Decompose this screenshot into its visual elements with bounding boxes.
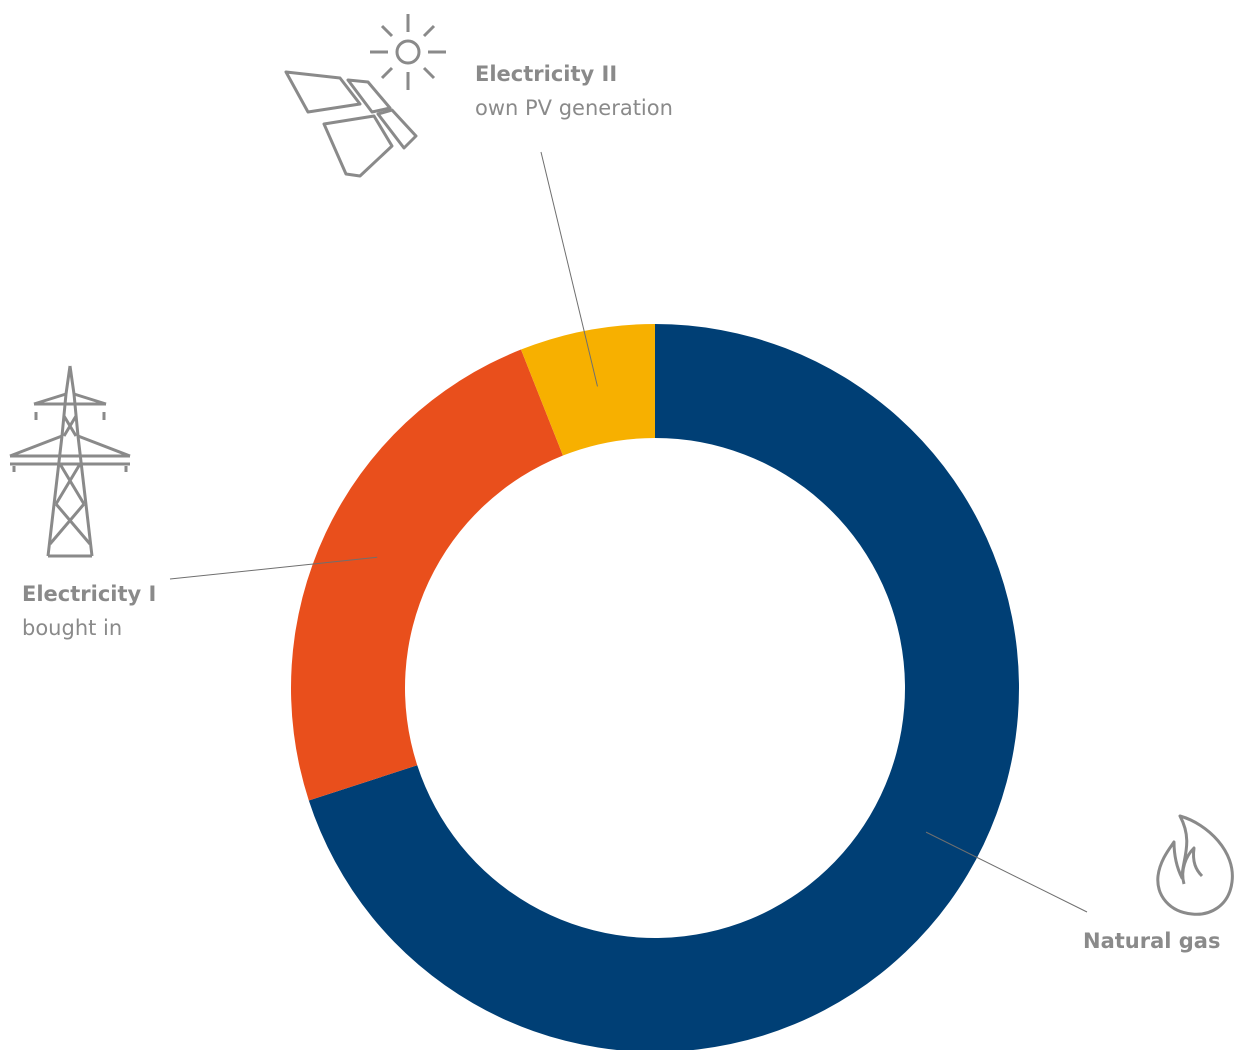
label-natural-gas-title: Natural gas <box>1083 929 1221 953</box>
leader-line-electricity-i <box>169 556 378 580</box>
slice-electricity-i <box>291 349 563 801</box>
label-electricity-ii-title: Electricity II <box>475 62 618 86</box>
label-natural-gas: Natural gas <box>1083 924 1220 958</box>
leader-line-electricity-ii <box>540 151 598 387</box>
slice-electricity-ii <box>521 324 655 456</box>
label-electricity-i-subtitle: bought in <box>22 616 123 640</box>
power-pylon-icon <box>8 364 132 560</box>
leader-line-natural-gas <box>925 831 1088 913</box>
label-electricity-i: Electricity I bought in <box>22 577 156 645</box>
slice-natural-gas <box>308 324 1019 1050</box>
flame-icon <box>1150 812 1234 920</box>
label-electricity-i-title: Electricity I <box>22 582 157 606</box>
label-electricity-ii-subtitle: own PV generation <box>475 96 673 120</box>
label-electricity-ii: Electricity II own PV generation <box>475 57 673 125</box>
solar-panel-icon <box>282 12 452 180</box>
